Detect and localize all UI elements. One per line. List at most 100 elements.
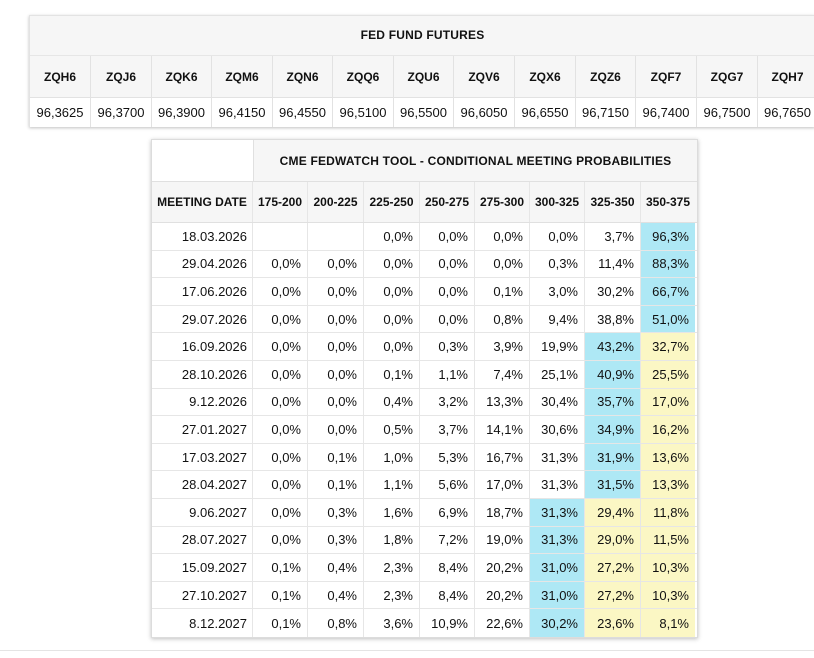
futures-contract-header: ZQH6 [30,56,91,97]
futures-price-cell: 96,7150 [576,98,636,127]
probability-cell: 3,7% [585,223,641,250]
probability-cell: 0,1% [253,609,308,637]
probability-cell: 34,9% [585,416,641,443]
fedwatch-title-spacer [152,140,254,181]
probability-cell: 3,9% [475,333,530,360]
meeting-date-cell: 15.09.2027 [152,554,253,581]
probability-cell: 8,4% [420,581,475,609]
meeting-row: 17.03.2027 0,0% 0,1% 1,0% 5,3% 16,7% 31,3% 31,9… [152,443,697,472]
futures-contract-header: ZQX6 [515,56,576,97]
probability-cell: 0,0% [475,250,530,278]
probability-cell: 0,0% [253,250,308,278]
probability-cell: 5,6% [420,471,475,498]
probability-cell: 0,0% [420,305,475,333]
rate-range-header: 175-200 [253,182,308,222]
meeting-date-cell: 27.01.2027 [152,416,253,443]
probability-cell: 0,0% [308,333,364,360]
probability-cell [253,223,308,250]
probability-cell: 16,2% [641,416,695,443]
probability-cell: 0,0% [364,250,420,278]
futures-price-cell: 96,7650 [764,105,811,120]
probability-cell: 0,0% [364,305,420,333]
probability-cell: 96,3% [641,223,695,250]
rate-range-header: 350-375 [645,195,691,209]
probability-cell [308,223,364,250]
probability-cell: 35,7% [585,388,641,416]
meeting-date-cell: 17.06.2026 [152,278,253,305]
probability-cell: 13,3% [475,388,530,416]
meeting-date-cell: 18.03.2026 [152,223,253,250]
futures-price-cell: 96,7400 [636,98,697,127]
probability-cell: 1,0% [364,443,420,471]
futures-contract-header: ZQQ6 [333,56,394,97]
probability-cell: 5,3% [420,443,475,471]
probability-cell: 0,3% [308,498,364,526]
futures-contract-header: ZQJ6 [91,56,152,97]
probability-cell: 0,8% [475,305,530,333]
probability-cell: 3,6% [364,609,420,637]
probability-cell: 0,0% [475,223,530,250]
meeting-row: 27.10.2027 0,1% 0,4% 2,3% 8,4% 20,2% 31,0% 27,2… [152,581,697,610]
meeting-row: 15.09.2027 0,1% 0,4% 2,3% 8,4% 20,2% 31,0% 27,2… [152,554,697,582]
probability-cell: 25,5% [641,360,695,388]
meeting-row: 9.12.2026 0,0% 0,0% 0,4% 3,2% 13,3% 30,4% 35,7%… [152,388,697,417]
probability-cell: 0,0% [253,278,308,305]
fedwatch-probabilities-table: CME FEDWATCH TOOL - CONDITIONAL MEETING … [151,139,698,638]
probability-cell: 31,9% [585,443,641,471]
futures-title: FED FUND FUTURES [30,16,814,56]
probability-cell: 0,0% [308,360,364,388]
probability-cell: 3,2% [420,388,475,416]
probability-cell: 13,6% [641,443,695,471]
futures-contract-header: ZQV6 [454,56,515,97]
futures-price-cell: 96,5100 [333,98,394,127]
probability-cell: 16,7% [475,443,530,471]
probability-cell: 17,0% [475,471,530,498]
futures-price-cell: 96,4150 [212,98,273,127]
probability-cell: 0,0% [253,471,308,498]
probability-cell: 0,3% [420,333,475,360]
meeting-row: 18.03.2026 0,0% 0,0% 0,0% 0,0% 3,7% 96,3% [152,223,697,251]
meeting-date-cell: 28.10.2026 [152,360,253,388]
probability-cell: 0,8% [308,609,364,637]
probability-cell: 0,0% [308,388,364,416]
fedwatch-body: 18.03.2026 0,0% 0,0% 0,0% 0,0% 3,7% 96,3% 29.04… [152,223,697,637]
probability-cell: 19,0% [475,526,530,554]
probability-cell: 31,3% [530,443,585,471]
divider [0,650,814,651]
probability-cell: 0,1% [308,471,364,498]
probability-cell: 0,1% [253,554,308,581]
meeting-date-cell: 16.09.2026 [152,333,253,360]
rate-range-header: 225-250 [364,182,420,222]
probability-cell: 51,0% [641,305,695,333]
probability-cell: 0,4% [364,388,420,416]
probability-cell: 7,4% [475,360,530,388]
probability-cell: 88,3% [641,250,695,278]
probability-cell: 1,6% [364,498,420,526]
probability-cell: 10,3% [641,581,695,609]
probability-cell: 0,0% [253,416,308,443]
probability-cell: 11,4% [585,250,641,278]
futures-price-cell: 96,3900 [152,98,212,127]
meeting-row: 29.04.2026 0,0% 0,0% 0,0% 0,0% 0,0% 0,3% 11,4% 8… [152,250,697,279]
meeting-date-cell: 29.07.2026 [152,305,253,333]
probability-cell: 29,0% [585,526,641,554]
futures-price-cell: 96,3625 [30,98,91,127]
probability-cell: 31,3% [530,526,585,554]
meeting-date-cell: 28.07.2027 [152,526,253,554]
probability-cell: 0,0% [253,360,308,388]
probability-cell: 0,0% [308,305,364,333]
probability-cell: 0,1% [364,360,420,388]
futures-contract-header: ZQU6 [394,56,454,97]
probability-cell: 22,6% [475,609,530,637]
futures-contract-header: ZQK6 [152,56,212,97]
futures-price-cell: 96,6050 [454,98,515,127]
probability-cell: 14,1% [475,416,530,443]
futures-price-cell: 96,5500 [394,98,454,127]
meeting-date-cell: 28.04.2027 [152,471,253,498]
probability-cell: 43,2% [585,333,641,360]
probability-cell: 0,0% [364,223,420,250]
probability-cell: 0,4% [308,554,364,581]
probability-cell: 30,4% [530,388,585,416]
probability-cell: 2,3% [364,554,420,581]
meeting-date-cell: 17.03.2027 [152,443,253,471]
